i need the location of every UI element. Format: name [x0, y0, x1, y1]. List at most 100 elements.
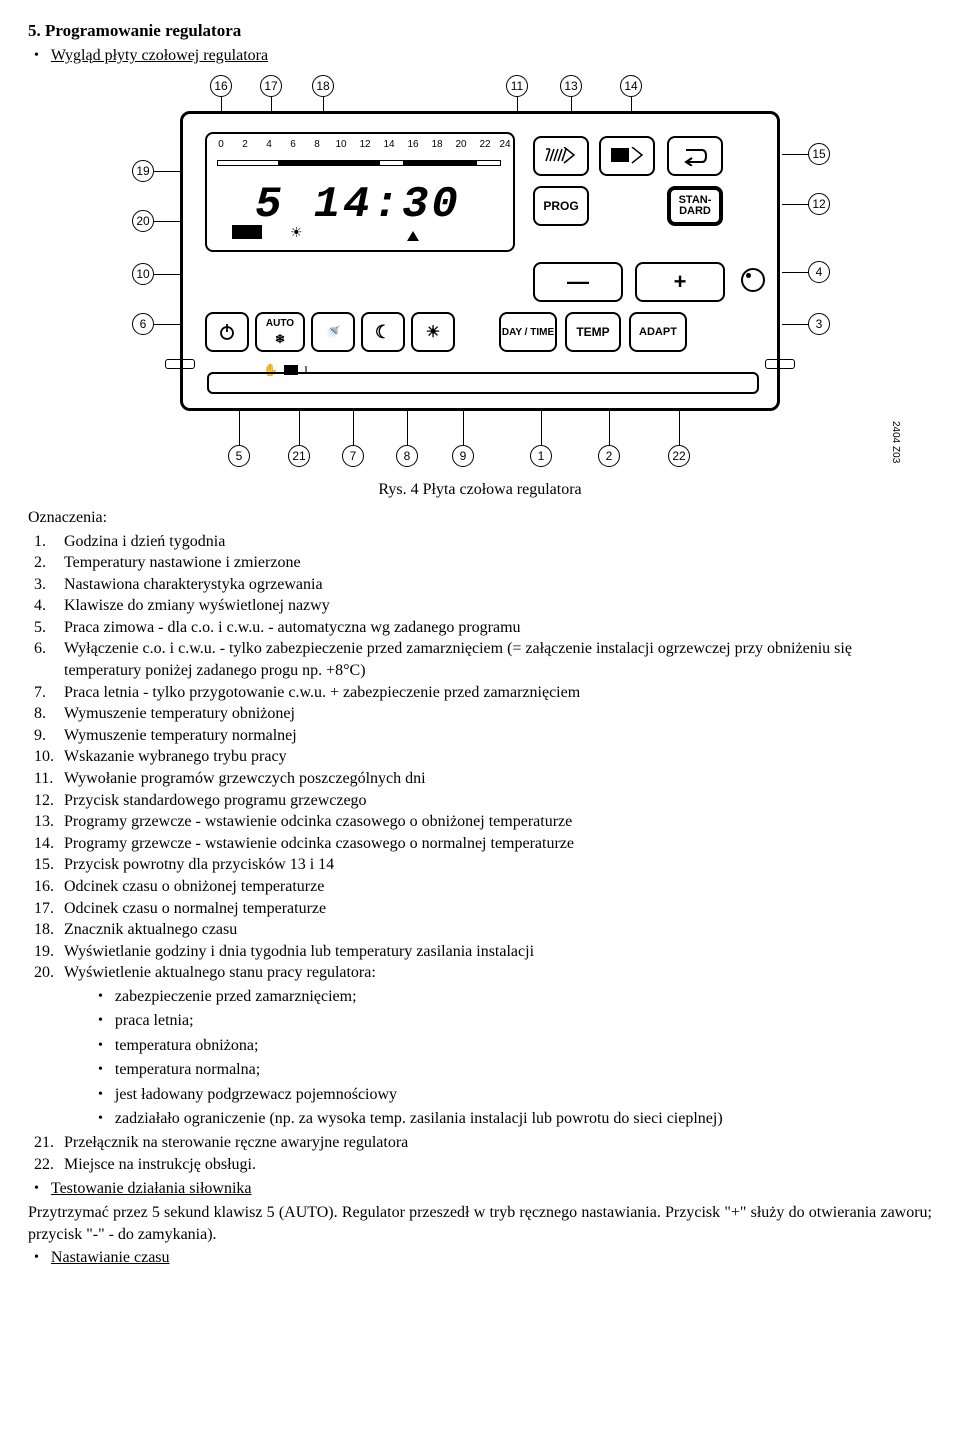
item-num: 22.	[34, 1154, 58, 1176]
sub-text: zabezpieczenie przed zamarznięciem;	[115, 986, 357, 1008]
btn-standard-l2: DARD	[679, 206, 712, 217]
item-text: Wyświetlanie godziny i dnia tygodnia lub…	[64, 941, 534, 963]
bar-segment-normal	[279, 160, 379, 166]
bullet-time-setting: • Nastawianie czasu	[28, 1247, 932, 1269]
item-num: 21.	[34, 1132, 58, 1154]
callout-10: 10	[132, 263, 154, 285]
item-text: Programy grzewcze - wstawienie odcinka c…	[64, 811, 572, 833]
time-marker-icon	[407, 231, 419, 241]
callout-11: 11	[506, 75, 528, 97]
btn-adapt[interactable]: ADAPT	[629, 312, 687, 352]
sun-icon: ☀	[290, 225, 303, 244]
bullet-testing: • Testowanie działania siłownika	[28, 1178, 932, 1200]
ruler-num: 18	[431, 138, 442, 152]
item-text: Praca letnia - tylko przygotowanie c.w.u…	[64, 682, 580, 704]
stripes-up-icon	[610, 147, 644, 165]
instruction-slot	[207, 372, 759, 394]
btn-normal[interactable]: ☀	[411, 312, 455, 352]
callout-14: 14	[620, 75, 642, 97]
btn-temp[interactable]: TEMP	[565, 312, 621, 352]
btn-auto[interactable]: AUTO ❄	[255, 312, 305, 352]
list-item: 11.Wywołanie programów grzewczych poszcz…	[34, 768, 932, 790]
list-item: 13.Programy grzewcze - wstawienie odcink…	[34, 811, 932, 833]
bar-segment-reduced	[379, 160, 404, 166]
callout-21: 21	[288, 445, 310, 467]
ruler-num: 0	[218, 138, 224, 152]
btn-daytime[interactable]: DAY / TIME	[499, 312, 557, 352]
btn-reduced[interactable]: ☾	[361, 312, 405, 352]
item-text: Znacznik aktualnego czasu	[64, 919, 237, 941]
item-num: 1.	[34, 531, 58, 553]
item-text: Wyłączenie c.o. i c.w.u. - tylko zabezpi…	[64, 638, 932, 681]
list-item: 10.Wskazanie wybranego trybu pracy	[34, 746, 932, 768]
list-item: 17.Odcinek czasu o normalnej temperaturz…	[34, 898, 932, 920]
device-frame: 0 2 4 6 8 10 12 14 16 18 20 22 24 5 14:3…	[180, 111, 780, 411]
sub-item: •temperatura obniżona;	[98, 1035, 932, 1057]
btn-power[interactable]	[205, 312, 249, 352]
list-item: 5. Praca zimowa - dla c.o. i c.w.u. - aut…	[34, 617, 932, 639]
ruler-num: 20	[455, 138, 466, 152]
list-item: 2.Temperatury nastawione i zmierzone	[34, 552, 932, 574]
list-item: 16.Odcinek czasu o obniżonej temperaturz…	[34, 876, 932, 898]
callout-3: 3	[808, 313, 830, 335]
item-num: 14.	[34, 833, 58, 855]
btn-insert-normal[interactable]	[599, 136, 655, 176]
item-num: 20.	[34, 962, 58, 984]
list-item: 7.Praca letnia - tylko przygotowanie c.w…	[34, 682, 932, 704]
ruler-num: 4	[266, 138, 272, 152]
ruler-num: 6	[290, 138, 296, 152]
btn-insert-reduced[interactable]	[533, 136, 589, 176]
btn-minus[interactable]: —	[533, 262, 623, 302]
sub-item: • zabezpieczenie przed zamarznięciem;	[98, 986, 932, 1008]
callout-8: 8	[396, 445, 418, 467]
item-num: 19.	[34, 941, 58, 963]
bullet-dot: •	[98, 1035, 103, 1057]
callout-17: 17	[260, 75, 282, 97]
callout-22: 22	[668, 445, 690, 467]
figure-controller-faceplate: 16 17 18 11 13 14 19 20 10 6 15 12 4 3 5…	[70, 75, 890, 475]
power-icon	[218, 323, 236, 341]
dial-icon	[741, 268, 765, 292]
sub-item: •praca letnia;	[98, 1010, 932, 1032]
callout-2: 2	[598, 445, 620, 467]
legend-list: 1. Godzina i dzień tygodnia 2.Temperatury…	[28, 531, 932, 984]
callout-line	[679, 409, 680, 445]
ruler-num: 8	[314, 138, 320, 152]
bullet-dot: •	[34, 45, 39, 67]
btn-return[interactable]	[667, 136, 723, 176]
item-num: 10.	[34, 746, 58, 768]
btn-prog[interactable]: PROG	[533, 186, 589, 226]
item-num: 2.	[34, 552, 58, 574]
btn-plus[interactable]: +	[635, 262, 725, 302]
item-text: Praca zimowa - dla c.o. i c.w.u. - autom…	[64, 617, 521, 639]
list-item: 12.Przycisk standardowego programu grzew…	[34, 790, 932, 812]
list-item: 18. Znacznik aktualnego czasu	[34, 919, 932, 941]
snowflake-icon: ❄	[275, 331, 285, 347]
sub-text: jest ładowany podgrzewacz pojemnościowy	[115, 1084, 397, 1106]
item-num: 9.	[34, 725, 58, 747]
callout-1: 1	[530, 445, 552, 467]
list-item: 19. Wyświetlanie godziny i dnia tygodnia …	[34, 941, 932, 963]
btn-standard[interactable]: STAN- DARD	[667, 186, 723, 226]
callout-9: 9	[452, 445, 474, 467]
subheading-time-setting: Nastawianie czasu	[51, 1247, 170, 1269]
moon-icon: ☾	[375, 320, 391, 344]
btn-summer[interactable]: 🚿	[311, 312, 355, 352]
bullet-dot: •	[98, 986, 103, 1008]
sub-item: •zadziałało ograniczenie (np. za wysoka …	[98, 1108, 932, 1130]
callout-13: 13	[560, 75, 582, 97]
bullet-dot: •	[98, 1059, 103, 1081]
bar-segment-reduced	[217, 160, 279, 166]
item-text: Godzina i dzień tygodnia	[64, 531, 225, 553]
callout-line	[782, 272, 808, 273]
item-num: 18.	[34, 919, 58, 941]
sub-item: •jest ładowany podgrzewacz pojemnościowy	[98, 1084, 932, 1106]
ruler-num: 16	[407, 138, 418, 152]
sun-icon: ☀	[426, 322, 440, 344]
item-text: Wymuszenie temperatury normalnej	[64, 725, 297, 747]
sub-text: praca letnia;	[115, 1010, 194, 1032]
item-num: 5.	[34, 617, 58, 639]
item-text: Programy grzewcze - wstawienie odcinka c…	[64, 833, 574, 855]
return-icon	[682, 146, 708, 166]
item-num: 17.	[34, 898, 58, 920]
